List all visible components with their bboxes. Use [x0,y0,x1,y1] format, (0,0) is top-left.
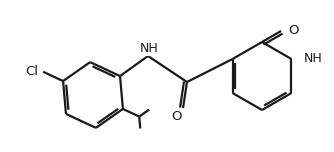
Text: Cl: Cl [25,65,38,78]
Text: NH: NH [140,41,158,55]
Text: O: O [288,24,299,36]
Text: NH: NH [304,52,322,66]
Text: O: O [171,109,181,123]
